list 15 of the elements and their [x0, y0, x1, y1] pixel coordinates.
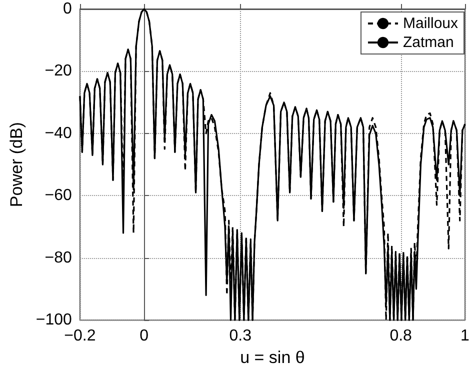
y-tick-label: −100: [36, 312, 72, 329]
legend-label: Mailloux: [402, 15, 458, 32]
x-axis-title: u = sin θ: [240, 348, 305, 367]
y-tick-label: −80: [44, 249, 72, 266]
y-axis-title: Power (dB): [7, 122, 26, 208]
x-tick-label: 1: [460, 328, 470, 345]
x-tick-label: −0.2: [64, 328, 96, 345]
y-tick-label: −20: [44, 62, 72, 80]
legend-label: Zatman: [402, 34, 454, 51]
x-tick-label: 0.8: [390, 328, 412, 345]
x-tick-label: 0: [140, 328, 149, 345]
x-tick-label: 0.3: [229, 328, 252, 345]
y-tick-label: −60: [44, 187, 72, 204]
y-tick-label: 0: [63, 0, 72, 18]
y-tick-label: −40: [44, 124, 72, 142]
